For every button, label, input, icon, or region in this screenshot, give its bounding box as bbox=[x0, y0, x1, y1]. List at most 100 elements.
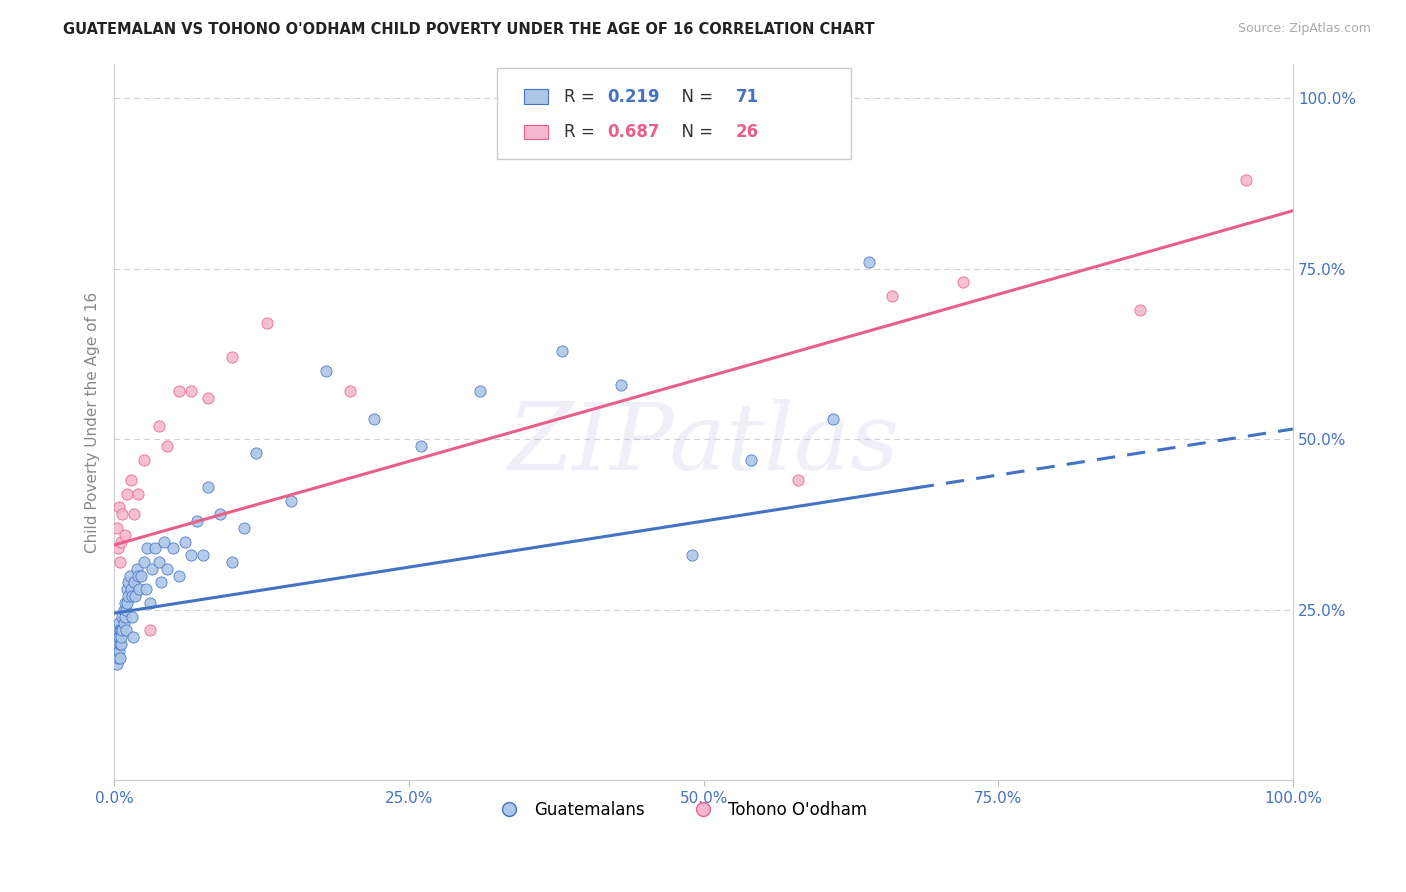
Point bbox=[148, 555, 170, 569]
Point bbox=[120, 473, 142, 487]
Point bbox=[882, 289, 904, 303]
Point bbox=[111, 508, 134, 522]
Point bbox=[108, 650, 131, 665]
Point bbox=[1234, 173, 1257, 187]
Point bbox=[136, 541, 159, 556]
Legend: Guatemalans, Tohono O'odham: Guatemalans, Tohono O'odham bbox=[486, 795, 875, 826]
Point bbox=[162, 541, 184, 556]
Point bbox=[115, 596, 138, 610]
Point bbox=[114, 596, 136, 610]
Text: R =: R = bbox=[564, 123, 600, 141]
FancyBboxPatch shape bbox=[524, 125, 548, 139]
Point bbox=[121, 589, 143, 603]
Text: R =: R = bbox=[564, 87, 600, 105]
Point bbox=[108, 616, 131, 631]
Point bbox=[858, 255, 880, 269]
Point bbox=[280, 493, 302, 508]
Point bbox=[111, 624, 134, 638]
FancyBboxPatch shape bbox=[524, 89, 548, 103]
Point bbox=[180, 384, 202, 399]
Point bbox=[138, 596, 160, 610]
Point bbox=[141, 562, 163, 576]
Point bbox=[108, 630, 131, 644]
Point bbox=[114, 609, 136, 624]
Point bbox=[221, 555, 243, 569]
Point bbox=[127, 487, 149, 501]
Point bbox=[107, 650, 129, 665]
Point bbox=[108, 555, 131, 569]
Point bbox=[108, 643, 131, 657]
Point bbox=[409, 439, 432, 453]
Point bbox=[315, 364, 337, 378]
Point bbox=[135, 582, 157, 597]
Point bbox=[115, 582, 138, 597]
Point bbox=[115, 487, 138, 501]
Point bbox=[108, 624, 131, 638]
Point bbox=[104, 624, 127, 638]
Point bbox=[125, 562, 148, 576]
Text: N =: N = bbox=[671, 87, 718, 105]
Point bbox=[132, 555, 155, 569]
Point bbox=[132, 452, 155, 467]
Point bbox=[110, 630, 132, 644]
Point bbox=[105, 637, 128, 651]
Point bbox=[468, 384, 491, 399]
Point bbox=[105, 521, 128, 535]
Text: N =: N = bbox=[671, 123, 718, 141]
Point bbox=[186, 514, 208, 528]
Point bbox=[823, 411, 845, 425]
Point bbox=[256, 316, 278, 330]
Point bbox=[197, 480, 219, 494]
Point bbox=[118, 568, 141, 582]
Point bbox=[128, 582, 150, 597]
Point bbox=[122, 575, 145, 590]
Point bbox=[1129, 302, 1152, 317]
Text: GUATEMALAN VS TOHONO O'ODHAM CHILD POVERTY UNDER THE AGE OF 16 CORRELATION CHART: GUATEMALAN VS TOHONO O'ODHAM CHILD POVER… bbox=[63, 22, 875, 37]
Point bbox=[124, 589, 146, 603]
Point bbox=[221, 351, 243, 365]
Text: 0.219: 0.219 bbox=[607, 87, 659, 105]
Point bbox=[245, 446, 267, 460]
Point bbox=[129, 568, 152, 582]
Point bbox=[150, 575, 173, 590]
Point bbox=[120, 582, 142, 597]
FancyBboxPatch shape bbox=[498, 68, 851, 160]
Y-axis label: Child Poverty Under the Age of 16: Child Poverty Under the Age of 16 bbox=[86, 292, 100, 553]
Point bbox=[107, 630, 129, 644]
Point bbox=[108, 500, 131, 515]
Point bbox=[167, 384, 190, 399]
Point bbox=[197, 392, 219, 406]
Point bbox=[952, 276, 974, 290]
Point bbox=[108, 637, 131, 651]
Point bbox=[122, 508, 145, 522]
Text: 0.687: 0.687 bbox=[607, 123, 659, 141]
Point bbox=[363, 411, 385, 425]
Point bbox=[110, 637, 132, 651]
Point bbox=[610, 377, 633, 392]
Point bbox=[127, 568, 149, 582]
Point bbox=[209, 508, 232, 522]
Point bbox=[105, 657, 128, 672]
Point bbox=[681, 548, 703, 562]
Point bbox=[786, 473, 808, 487]
Point bbox=[110, 624, 132, 638]
Point bbox=[145, 541, 167, 556]
Point bbox=[339, 384, 361, 399]
Point bbox=[111, 609, 134, 624]
Point bbox=[115, 603, 138, 617]
Point bbox=[180, 548, 202, 562]
Point bbox=[107, 637, 129, 651]
Point bbox=[114, 527, 136, 541]
Text: 26: 26 bbox=[735, 123, 759, 141]
Point bbox=[156, 562, 179, 576]
Point bbox=[167, 568, 190, 582]
Point bbox=[112, 603, 135, 617]
Point bbox=[232, 521, 254, 535]
Point bbox=[152, 534, 174, 549]
Point bbox=[121, 609, 143, 624]
Point bbox=[117, 575, 139, 590]
Text: Source: ZipAtlas.com: Source: ZipAtlas.com bbox=[1237, 22, 1371, 36]
Point bbox=[122, 630, 145, 644]
Point bbox=[174, 534, 197, 549]
Point bbox=[138, 624, 160, 638]
